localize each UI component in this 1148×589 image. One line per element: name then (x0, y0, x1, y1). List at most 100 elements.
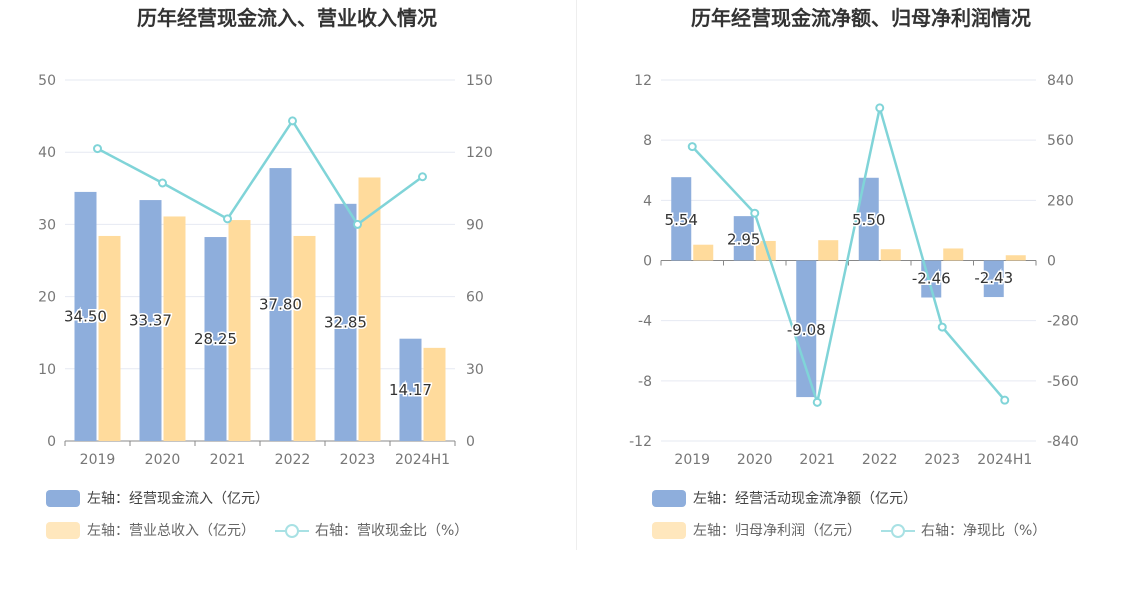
category-label: 2024H1 (395, 452, 450, 468)
bar-net-cash (733, 216, 754, 261)
legend-item-cash-inflow[interactable]: 左轴：经营现金流入（亿元） (46, 488, 269, 508)
category-label: 2020 (737, 452, 773, 468)
ratio-point (418, 172, 427, 182)
bar-data-label: 5.54 (665, 211, 698, 229)
ratio-point (687, 142, 697, 152)
category-label: 2024H1 (977, 452, 1032, 468)
right-axis-tick-label: -840 (1047, 434, 1079, 450)
legend-label: 左轴：归母净利润（亿元） (693, 523, 861, 539)
bar-net-profit (880, 249, 901, 261)
legend-item-net-cash[interactable]: 左轴：经营活动现金流净额（亿元） (652, 488, 917, 508)
left-axis-tick-label: -8 (638, 374, 652, 390)
bar-net-cash (858, 177, 879, 261)
ratio-point (223, 214, 232, 224)
bar-data-label: 14.17 (389, 381, 432, 399)
chart-plot: 12 840 8 560 4 280 0 0 -4 -280 -8 -560 -12 -840 2019 20… (629, 73, 1079, 468)
legend-swatch-orange (652, 521, 686, 539)
panel-divider (576, 0, 577, 550)
bar-revenue (163, 216, 186, 441)
legend-label: 左轴：营业总收入（亿元） (87, 523, 255, 539)
ratio-point (288, 116, 297, 126)
ratio-point (750, 208, 760, 218)
chart-panel-cashflow-revenue: 历年经营现金流入、营业收入情况 50 150 40 120 30 90 20 60 10 30 0 0… (38, 6, 493, 540)
legend-swatch-blue (46, 489, 80, 507)
bar-revenue (98, 235, 121, 441)
left-axis-tick-label: -4 (638, 314, 652, 330)
bar-net-cash (983, 260, 1004, 298)
legend-line-symbol (275, 522, 309, 539)
bar-net-profit (693, 244, 714, 261)
bar-data-label: -9.08 (787, 321, 826, 339)
bar-revenue (358, 177, 381, 441)
category-label: 2019 (80, 452, 116, 468)
bar-cash-inflow (204, 237, 227, 441)
legend-swatch-orange (46, 521, 80, 539)
bar-revenue (423, 347, 446, 441)
left-axis-tick-label: 30 (38, 217, 56, 233)
legend-label: 左轴：经营现金流入（亿元） (87, 491, 269, 507)
left-axis-tick-label: 10 (38, 362, 56, 378)
legend-row-1: 左轴：经营活动现金流净额（亿元） (652, 488, 937, 508)
left-axis-tick-label: 0 (643, 254, 652, 270)
left-axis-tick-label: 40 (38, 145, 56, 161)
legend-item-net-cash-ratio[interactable]: 右轴：净现比（%） (881, 520, 1046, 540)
category-label: 2021 (210, 452, 246, 468)
category-label: 2022 (862, 452, 898, 468)
bar-net-profit (818, 240, 839, 261)
right-axis-tick-label: 150 (466, 73, 493, 89)
legend-label: 右轴：净现比（%） (921, 523, 1047, 539)
right-axis-tick-label: 280 (1047, 193, 1074, 209)
ratio-point (158, 178, 167, 188)
bar-data-label: 37.80 (259, 296, 302, 314)
bar-cash-inflow (399, 338, 422, 441)
right-axis-tick-label: 90 (466, 217, 484, 233)
right-axis-tick-label: 0 (466, 434, 475, 450)
legend-item-net-profit[interactable]: 左轴：归母净利润（亿元） (652, 520, 861, 540)
bar-net-cash (796, 260, 817, 398)
ratio-point (937, 322, 947, 332)
left-axis-tick-label: 20 (38, 290, 56, 306)
chart-title: 历年经营现金流净额、归母净利润情况 (691, 6, 1031, 30)
bar-data-label: 33.37 (129, 312, 172, 330)
category-label: 2023 (924, 452, 960, 468)
ratio-point (812, 397, 822, 407)
bar-net-profit (1005, 255, 1026, 261)
bar-data-label: 28.25 (194, 330, 237, 348)
category-label: 2022 (275, 452, 311, 468)
legend-row-1: 左轴：经营现金流入（亿元） (46, 488, 289, 508)
right-axis-tick-label: 840 (1047, 73, 1074, 89)
bar-data-label: -2.43 (974, 269, 1013, 287)
legend-item-ratio[interactable]: 右轴：营收现金比（%） (275, 520, 468, 540)
bar-data-label: 34.50 (64, 307, 107, 325)
legend-swatch-blue (652, 489, 686, 507)
legend-label: 右轴：营收现金比（%） (315, 523, 469, 539)
right-axis-tick-label: 0 (1047, 254, 1056, 270)
ratio-point (1000, 395, 1010, 405)
right-axis-tick-label: 30 (466, 362, 484, 378)
legend-label: 左轴：经营活动现金流净额（亿元） (693, 491, 917, 507)
left-axis-tick-label: 4 (643, 193, 652, 209)
right-axis-tick-label: -280 (1047, 314, 1079, 330)
right-axis-tick-label: 60 (466, 290, 484, 306)
category-label: 2020 (145, 452, 181, 468)
legend-line-symbol (881, 522, 915, 539)
bar-net-profit (755, 240, 776, 261)
category-label: 2023 (340, 452, 376, 468)
right-axis-tick-label: -560 (1047, 374, 1079, 390)
ratio-line (691, 107, 1006, 408)
right-axis-tick-label: 560 (1047, 133, 1074, 149)
ratio-point (875, 103, 885, 113)
bar-cash-inflow (139, 200, 162, 441)
bar-revenue (293, 235, 316, 441)
ratio-point (93, 144, 102, 154)
category-label: 2021 (799, 452, 835, 468)
legend-row-2: 左轴：归母净利润（亿元） 右轴：净现比（%） (652, 520, 1066, 540)
chart-panel-netcash-profit: 历年经营现金流净额、归母净利润情况 12 840 8 560 4 280 0 0 -4 -280 -… (574, 0, 1148, 589)
chart-plot: 50 150 40 120 30 90 20 60 10 30 0 0 2019 2020 2021 2022… (38, 73, 493, 468)
bar-data-label: -2.46 (912, 270, 951, 288)
ratio-line (96, 118, 424, 227)
bar-cash-inflow (269, 168, 292, 442)
legend-item-revenue[interactable]: 左轴：营业总收入（亿元） (46, 520, 255, 540)
bar-data-label: 2.95 (727, 230, 760, 248)
left-axis-tick-label: 0 (47, 434, 56, 450)
